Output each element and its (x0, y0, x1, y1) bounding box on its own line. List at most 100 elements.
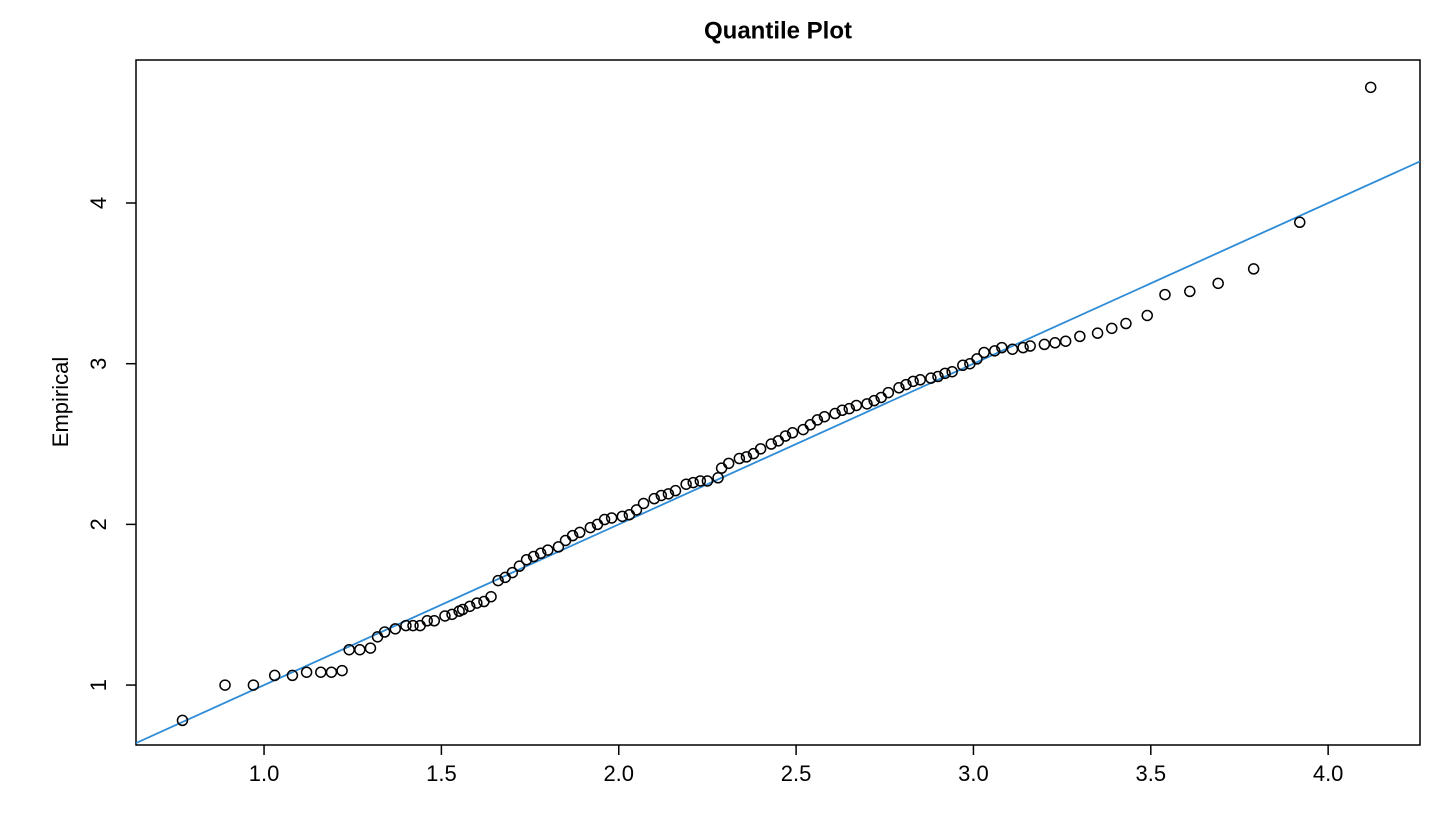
point (630, 504, 643, 516)
point (616, 510, 629, 523)
point (715, 462, 728, 474)
point (811, 414, 824, 426)
point (804, 419, 817, 431)
point (1212, 277, 1224, 290)
plot-frame (135, 59, 1421, 746)
point (354, 643, 366, 656)
point (534, 547, 547, 560)
reference-line (136, 160, 1420, 744)
point (786, 427, 799, 439)
y-tick-label: 3 (86, 358, 111, 370)
point (680, 478, 692, 490)
point (464, 600, 476, 613)
point (740, 451, 753, 463)
point (868, 394, 880, 407)
point (754, 443, 767, 455)
point (456, 603, 469, 616)
point (1006, 343, 1019, 355)
y-axis-label: Empirical (48, 357, 73, 447)
point (315, 666, 327, 678)
point (492, 574, 504, 587)
point (978, 346, 990, 359)
point (1159, 288, 1171, 301)
point (471, 597, 483, 609)
point (712, 472, 724, 484)
point (219, 679, 231, 691)
point (428, 615, 441, 627)
point (389, 623, 402, 635)
point (1364, 81, 1377, 94)
point (446, 608, 458, 621)
point (971, 353, 983, 365)
point (988, 345, 1001, 357)
point (779, 430, 792, 442)
point (655, 489, 668, 502)
point (584, 521, 597, 534)
point (893, 382, 905, 394)
point (513, 560, 526, 572)
point (662, 488, 675, 500)
point (527, 550, 540, 563)
point (336, 664, 348, 677)
point (286, 669, 299, 682)
point (364, 642, 377, 654)
point (818, 410, 831, 423)
x-tick-label: 2.5 (781, 761, 812, 786)
point (573, 526, 586, 539)
point (1074, 330, 1086, 343)
x-tick-label: 3.5 (1135, 761, 1166, 786)
point (1120, 317, 1132, 330)
point (925, 372, 937, 384)
chart-title: Quantile Plot (704, 17, 852, 44)
point (1049, 337, 1061, 349)
point (407, 619, 419, 632)
point (421, 615, 433, 627)
point (797, 423, 809, 436)
x-tick-label: 1.5 (426, 761, 457, 786)
x-tick-label: 4.0 (1313, 761, 1344, 786)
point (694, 475, 707, 487)
point (907, 375, 919, 388)
point (598, 513, 611, 526)
y-tick-label: 4 (86, 197, 111, 209)
point (882, 386, 895, 399)
point (559, 534, 572, 547)
point (566, 529, 579, 542)
point (300, 666, 313, 678)
point (478, 595, 490, 608)
point (1141, 309, 1153, 322)
x-tick-label: 2.0 (603, 761, 634, 786)
point (1247, 263, 1260, 275)
point (1184, 285, 1196, 298)
point (605, 512, 618, 524)
point (701, 475, 714, 487)
point (957, 359, 969, 372)
point (542, 544, 554, 556)
point (176, 714, 189, 727)
point (932, 370, 944, 383)
point (1059, 335, 1072, 347)
point (939, 367, 951, 380)
point (485, 590, 497, 603)
point (722, 457, 735, 470)
point (1091, 327, 1104, 339)
point (669, 484, 682, 497)
point (1106, 322, 1118, 335)
point (520, 553, 533, 566)
x-tick-label: 1.0 (249, 761, 280, 786)
point (861, 398, 873, 410)
point (648, 492, 660, 505)
point (623, 508, 636, 521)
point (900, 378, 912, 391)
point (414, 619, 426, 632)
point (637, 497, 650, 510)
point (506, 566, 519, 579)
y-tick-label: 1 (86, 679, 111, 691)
point (552, 541, 565, 553)
y-tick-label: 2 (86, 518, 111, 530)
point (843, 402, 856, 415)
point (378, 626, 391, 638)
point (1294, 216, 1306, 229)
point (914, 374, 926, 386)
